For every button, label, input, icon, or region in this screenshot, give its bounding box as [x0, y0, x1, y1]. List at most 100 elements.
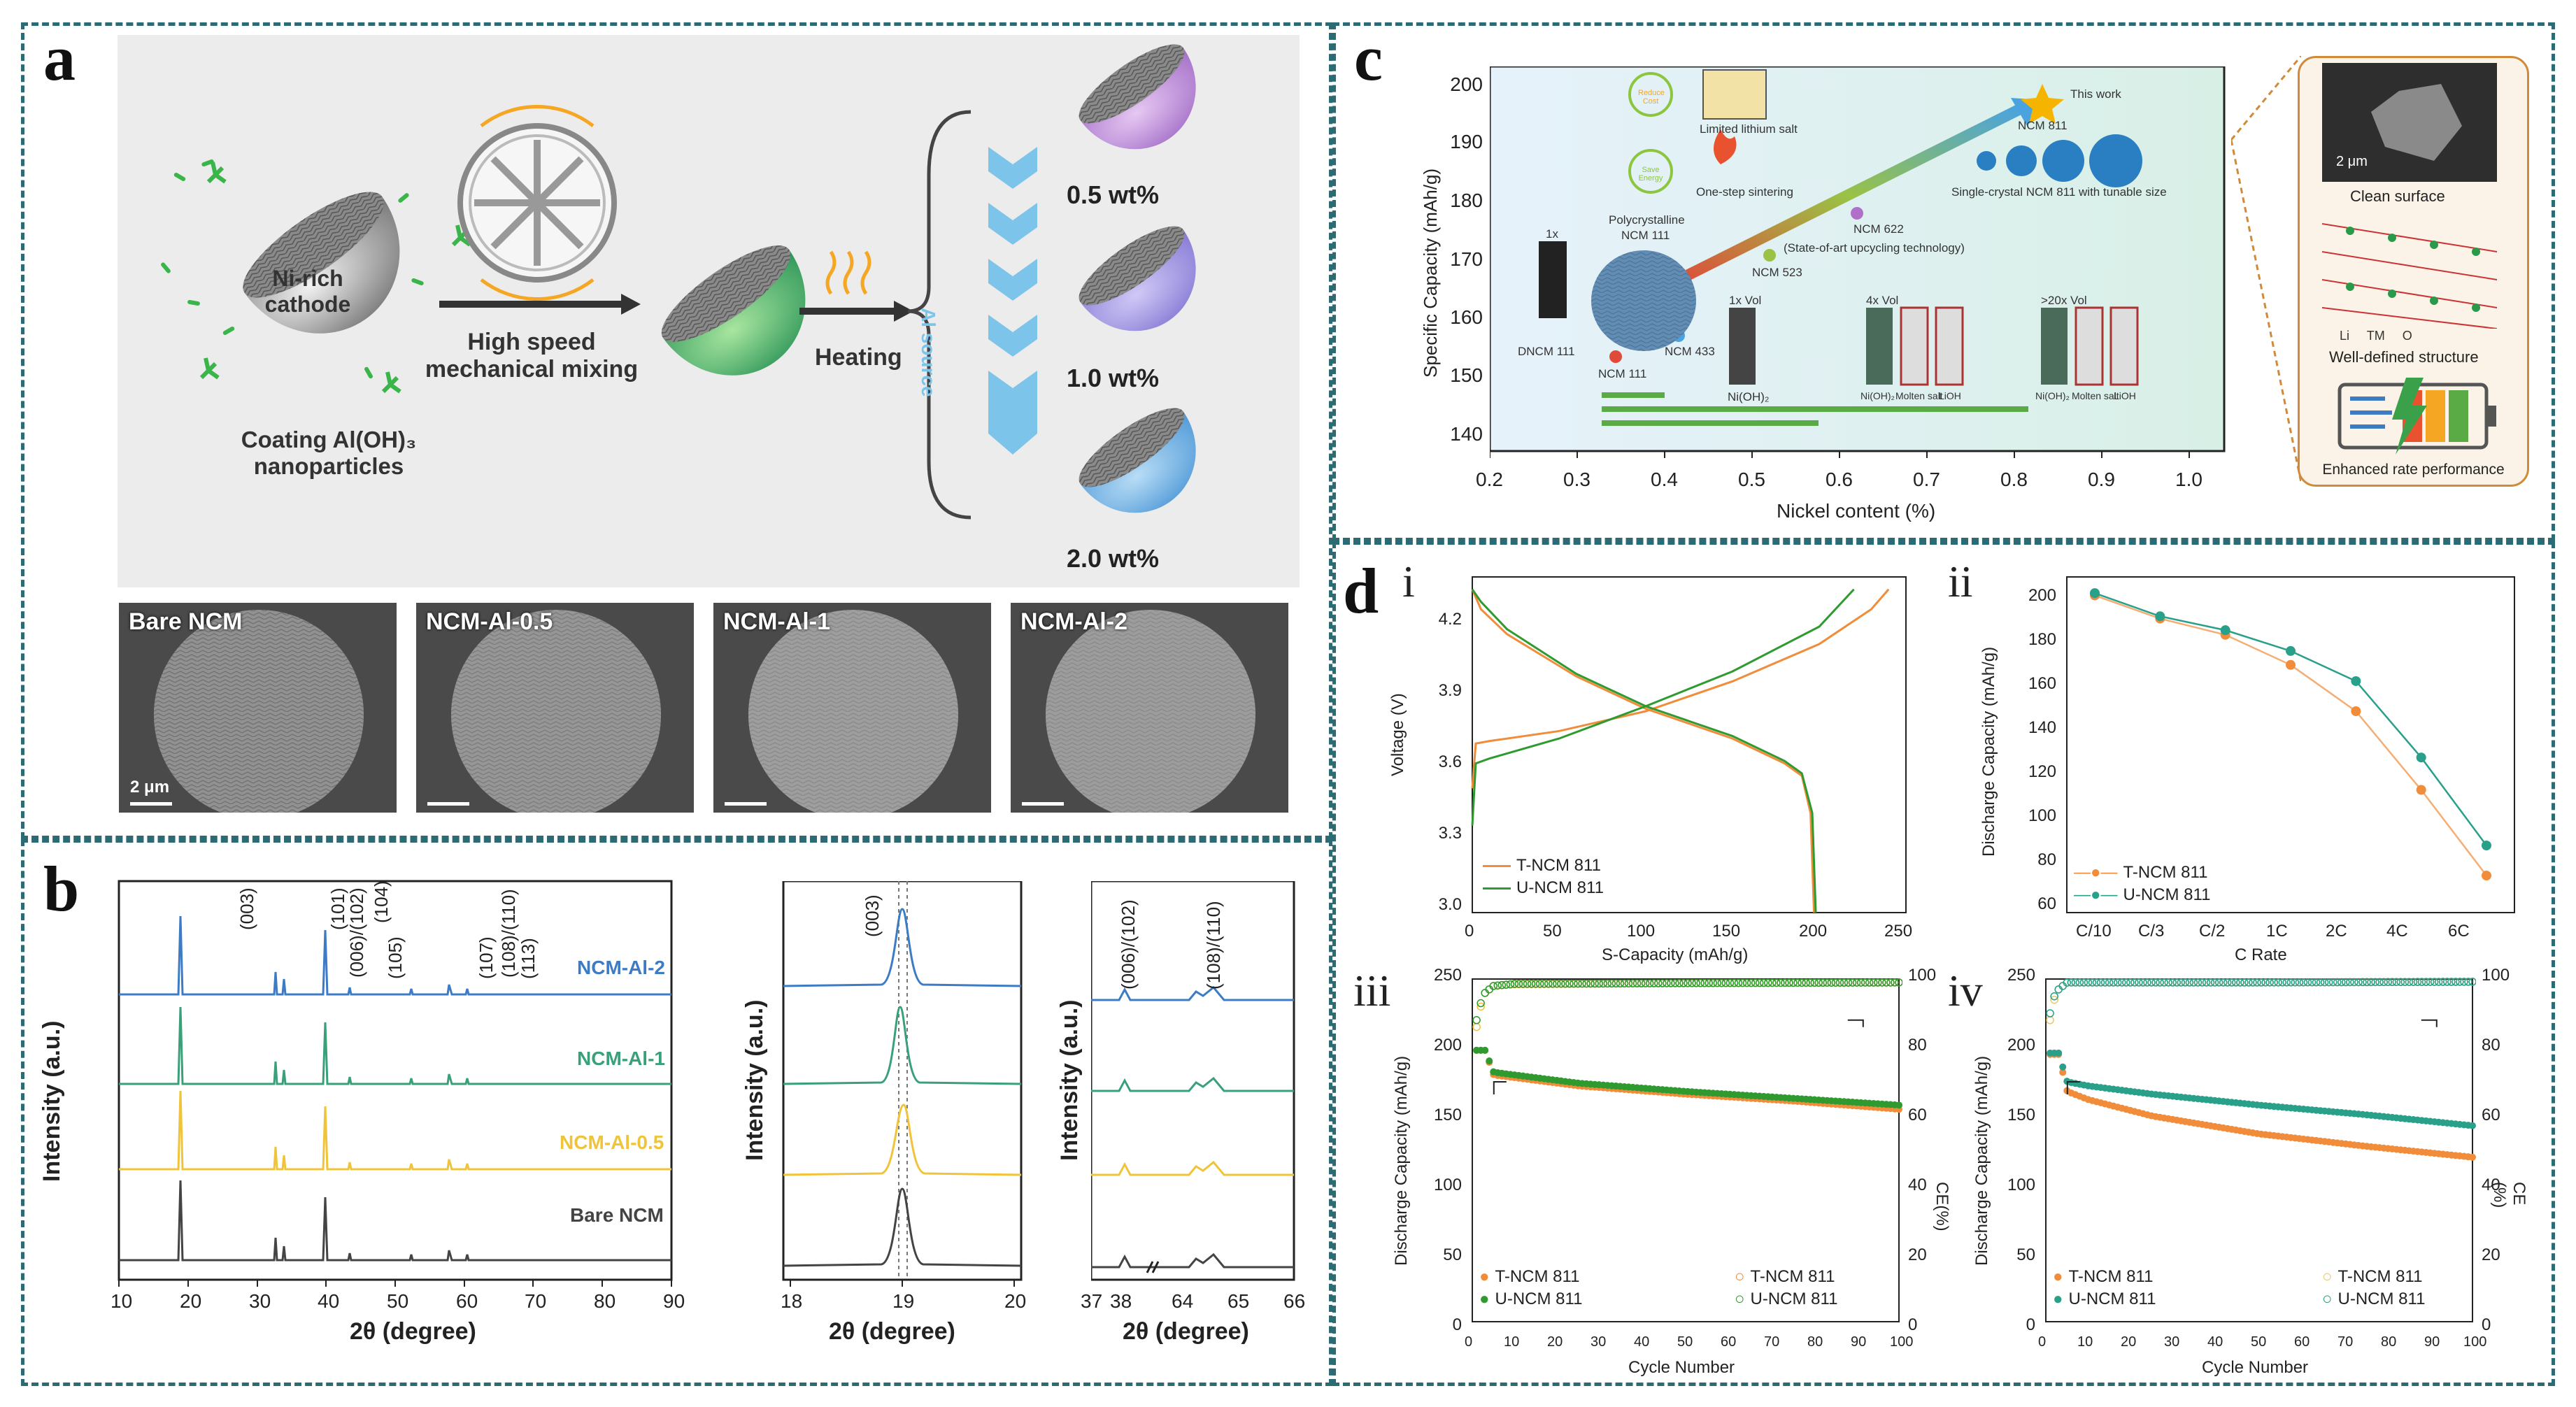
div-cap-1-100: [2469, 1122, 2476, 1129]
div-ce-1-46: [2240, 978, 2249, 987]
panel-letter-c: c: [1354, 22, 1383, 94]
ytick: 250: [1433, 966, 1462, 985]
diii-ce-1-61: [1730, 978, 1739, 987]
diii-ce-1-84: [1827, 978, 1836, 987]
anno-nioh2-3: Ni(OH)₂: [2035, 390, 2070, 401]
di-xlabel: S-Capacity (mAh/g): [1602, 945, 1749, 964]
diii-ce-1-40: [1641, 979, 1650, 987]
xrd-main-al1: [119, 1006, 671, 1085]
y2tick: 20: [2482, 1245, 2500, 1264]
dii-ylabel: Discharge Capacity (mAh/g): [1979, 646, 1998, 857]
div-ce-1-80: [2384, 978, 2392, 987]
xrd-zoom2-peak-1: (006)/(102): [1118, 899, 1139, 990]
diii-ce-1-16: [1539, 979, 1549, 988]
div-ce-1-61: [2303, 978, 2312, 987]
diii-ce-1-37: [1628, 979, 1637, 987]
div-ce-1-62: [2307, 978, 2317, 987]
wt-label-20: 2.0 wt%: [1067, 544, 1160, 573]
ni-plot-annotations: This work NCM 811 Single-crystal NCM 811…: [1490, 66, 2224, 451]
ytick: 0: [1452, 1315, 1462, 1334]
legend-t-ncm811: ● T-NCM 811: [1479, 1267, 1580, 1286]
cathode-hemisphere: [243, 192, 400, 334]
legend-t-ncm811: —●— T-NCM 811: [2074, 863, 2208, 882]
diii-ce-1-35: [1620, 979, 1629, 987]
di-yticks: 4.2 3.9 3.6 3.3 3.0: [1420, 573, 1462, 916]
panel-letter-a: a: [43, 22, 76, 94]
anno-ncm523: NCM 523: [1752, 266, 1802, 279]
dii-axes: [2066, 576, 2515, 913]
diii-ce-1-98: [1886, 978, 1895, 987]
div-ce-1-65: [2320, 978, 2329, 987]
sublabel-ii: ii: [1948, 557, 1973, 606]
div-ce-1-79: [2379, 978, 2388, 987]
ytick: 60: [2037, 894, 2056, 913]
diii-ce-1-54: [1700, 979, 1709, 987]
xtick: 200: [1799, 922, 1828, 941]
xtick: 0.8: [2000, 469, 2028, 490]
xtick: 0: [1465, 1334, 1473, 1350]
div-ce-1-63: [2312, 978, 2321, 987]
panel-letter-b: b: [43, 853, 80, 924]
diii-ce-1-57: [1713, 978, 1722, 987]
diii-ce-1-81: [1814, 978, 1823, 987]
legend-t-ncm811: ● T-NCM 811: [2053, 1267, 2154, 1286]
div-ce-1-57: [2286, 978, 2296, 987]
diii-ce-1-70: [1768, 978, 1777, 987]
div-ce-1-52: [2265, 978, 2274, 987]
div-ce-1-88: [2417, 978, 2426, 986]
heating-label: Heating: [815, 344, 902, 371]
div-y2ticks: 100 80 60 40 20 0: [2482, 966, 2524, 1334]
y2tick: 80: [2482, 1036, 2500, 1055]
di-ylabel: Voltage (V): [1388, 693, 1407, 776]
div-ce-0-1: [2050, 995, 2058, 1004]
diii-ce-1-99: [1891, 978, 1899, 987]
inset-crystal: [2371, 84, 2462, 161]
diii-ce-1-88: [1844, 978, 1853, 987]
legend-text: T-NCM 811: [2337, 1267, 2423, 1286]
div-ce-1-83: [2396, 978, 2405, 986]
anno-ncm811: NCM 811: [2018, 119, 2068, 132]
dii-line-0: [2094, 594, 2487, 876]
ytick: 100: [1433, 1176, 1462, 1194]
div-ce-1-0: [2046, 1009, 2054, 1017]
div-ce-1-59: [2295, 978, 2304, 987]
this-work-star: [2021, 84, 2064, 124]
ytick: 100: [2028, 806, 2056, 825]
ytick: 160: [2028, 674, 2056, 693]
inset-legend: Li TM O: [2340, 329, 2412, 343]
diii-ce-1-85: [1831, 978, 1840, 987]
diii-cap-1-100: [1895, 1101, 1902, 1109]
diii-ce-1-94: [1870, 978, 1878, 987]
xtick: 20: [180, 1290, 202, 1312]
xtick: 50: [1543, 922, 1562, 941]
legend-t-ncm811-ce: ○ T-NCM 811: [2322, 1267, 2423, 1286]
diii-ce-1-65: [1746, 978, 1756, 987]
div-ce-1-16: [2113, 978, 2122, 987]
diii-cap-arrow: [1493, 1081, 1507, 1094]
series-label-bare: Bare NCM: [570, 1204, 664, 1226]
diii-ce-1-95: [1874, 978, 1882, 987]
inset-enhanced-rate: Enhanced rate performance: [2322, 462, 2505, 478]
y2tick: 20: [1908, 1245, 1927, 1264]
sem-scale-bar-3: [725, 802, 767, 806]
anno-poly-2: NCM 111: [1621, 229, 1670, 242]
div-ce-1-55: [2278, 978, 2286, 987]
xtick: 2C: [2326, 922, 2347, 941]
arrows-bottom: [1602, 392, 2028, 426]
anno-molten-2: Molten salt: [2072, 390, 2119, 401]
sem-image-bare: Bare NCM 2 μm: [119, 603, 397, 813]
div-ce-1-15: [2109, 978, 2118, 987]
diii-ce-1-8: [1506, 980, 1515, 989]
anno-dncm111: DNCM 111: [1518, 345, 1575, 358]
div-ce-1-22: [2139, 978, 2147, 987]
div-cap-1-2: [2055, 1049, 2063, 1057]
div-ce-1-97: [2456, 978, 2464, 986]
legend-text: U-NCM 811: [2123, 885, 2211, 904]
legend-u-ncm811: U-NCM 811: [1483, 877, 1604, 899]
div-ce-1-68: [2333, 978, 2342, 987]
diii-ce-1-1: [1476, 999, 1485, 1008]
diii-ce-1-52: [1692, 979, 1700, 987]
sem-label-al2: NCM-Al-2: [1020, 608, 1127, 635]
series-label-al1: NCM-Al-1: [577, 1048, 665, 1069]
div-ce-1-5: [2067, 978, 2076, 987]
